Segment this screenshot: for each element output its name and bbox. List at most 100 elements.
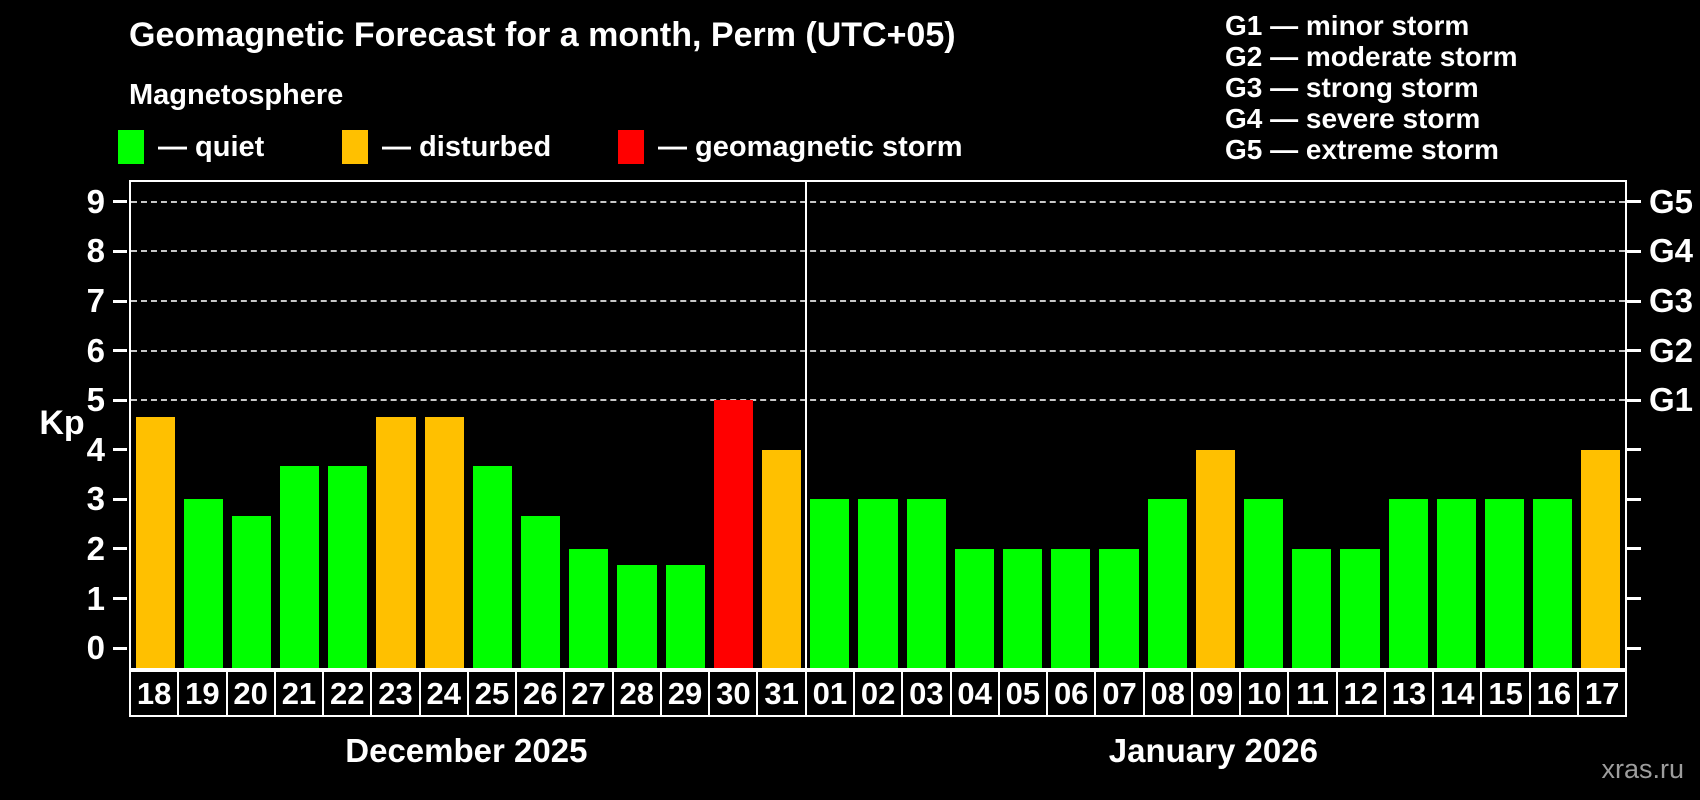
bar-dec-23 [376, 416, 416, 668]
g-axis-label-g1: G1 [1649, 381, 1694, 419]
bar-jan-16 [1533, 499, 1573, 668]
day-label-dec-27: 27 [565, 672, 614, 715]
bar-dec-27 [569, 548, 609, 668]
legend-item-quiet: — quiet [118, 130, 264, 164]
right-tick-kp-7 [1627, 299, 1641, 303]
y-axis-title: Kp [39, 404, 85, 442]
day-label-dec-29: 29 [662, 672, 711, 715]
legend-label-quiet: — quiet [158, 130, 265, 163]
g4-legend-line: G4 — severe storm [1225, 103, 1481, 134]
day-label-jan-08: 08 [1145, 672, 1193, 715]
bar-jan-02 [858, 499, 898, 668]
left-tick-kp-4 [113, 448, 127, 452]
day-label-jan-02: 02 [855, 672, 904, 715]
g2-legend-line: G2 — moderate storm [1225, 41, 1518, 72]
y-tick-label-8: 8 [86, 232, 105, 270]
bar-dec-26 [521, 515, 561, 668]
left-tick-kp-0 [113, 646, 127, 650]
right-tick-kp-1 [1627, 597, 1641, 601]
legend-item-storm: — geomagnetic storm [618, 130, 963, 164]
bar-jan-04 [954, 548, 994, 668]
day-label-dec-24: 24 [421, 672, 469, 715]
day-label-jan-06: 06 [1048, 672, 1097, 715]
bar-dec-25 [472, 466, 513, 668]
day-label-dec-30: 30 [710, 672, 759, 715]
g3-legend-line: G3 — strong storm [1225, 72, 1479, 103]
g-scale-legend: G1 — minor storm G2 — moderate storm G3 … [1225, 10, 1518, 165]
right-tick-kp-9 [1627, 200, 1641, 204]
day-label-jan-15: 15 [1482, 672, 1531, 715]
bar-dec-31 [762, 449, 802, 668]
left-tick-kp-3 [113, 497, 127, 501]
right-tick-kp-3 [1627, 497, 1641, 501]
chart-title: Geomagnetic Forecast for a month, Perm (… [129, 16, 956, 54]
bar-dec-24 [424, 416, 464, 668]
day-label-jan-03: 03 [903, 672, 952, 715]
bar-jan-14 [1436, 499, 1476, 668]
bar-dec-22 [328, 466, 368, 668]
day-label-jan-17: 17 [1584, 675, 1620, 711]
day-label-dec-19: 19 [179, 672, 228, 715]
day-label-jan-05: 05 [1000, 672, 1049, 715]
g-axis-label-g4: G4 [1649, 232, 1694, 270]
right-tick-kp-8 [1627, 249, 1641, 253]
y-tick-label-5: 5 [86, 381, 105, 419]
chart-subtitle: Magnetosphere [129, 79, 344, 111]
y-tick-label-3: 3 [86, 480, 105, 518]
bar-jan-01 [810, 499, 850, 668]
bar-jan-15 [1484, 499, 1525, 668]
left-tick-kp-2 [113, 547, 127, 551]
month-divider [804, 182, 807, 668]
bar-dec-18 [135, 416, 175, 668]
quiet-color-swatch [118, 130, 144, 164]
y-tick-label-6: 6 [86, 331, 105, 369]
day-label-jan-09: 09 [1193, 672, 1242, 715]
day-label-dec-20: 20 [228, 672, 276, 715]
day-label-jan-11: 11 [1289, 672, 1338, 715]
bar-jan-12 [1340, 548, 1380, 668]
g1-legend-line: G1 — minor storm [1225, 10, 1470, 41]
day-label-jan-16: 16 [1531, 672, 1579, 715]
left-tick-kp-6 [113, 349, 127, 353]
day-label-jan-14: 14 [1434, 672, 1483, 715]
gridline-kp-8 [131, 250, 1625, 253]
bar-jan-07 [1099, 548, 1139, 668]
right-tick-kp-4 [1627, 448, 1641, 452]
day-label-jan-12: 12 [1338, 672, 1386, 715]
bar-dec-19 [183, 499, 223, 668]
y-tick-label-7: 7 [86, 282, 105, 320]
legend-label-storm: — geomagnetic storm [658, 130, 963, 163]
day-label-jan-07: 07 [1096, 672, 1145, 715]
disturbed-color-swatch [342, 130, 368, 164]
legend-item-disturbed: — disturbed [342, 130, 551, 164]
bar-dec-21 [280, 466, 320, 668]
gridline-kp-5 [131, 399, 1625, 402]
y-tick-label-2: 2 [86, 529, 105, 567]
left-tick-kp-5 [113, 398, 127, 402]
g-axis-label-g3: G3 [1649, 282, 1694, 320]
bar-jan-09 [1195, 449, 1235, 668]
right-tick-kp-0 [1627, 646, 1641, 650]
watermark-xras: xras.ru [1601, 754, 1684, 784]
day-label-jan-10: 10 [1241, 672, 1290, 715]
g-axis-label-g5: G5 [1649, 182, 1694, 220]
legend-label-disturbed: — disturbed [382, 130, 552, 163]
bar-jan-08 [1147, 499, 1187, 668]
day-label-dec-18: 18 [131, 672, 180, 715]
bar-jan-03 [906, 499, 946, 668]
day-label-dec-28: 28 [614, 672, 662, 715]
plot-area: Kp 0 1 2 3 4 5 6 7 8 9 G1 G2 G3 G4 G5 [39, 180, 1693, 670]
g5-legend-line: G5 — extreme storm [1225, 134, 1499, 165]
day-label-dec-21: 21 [276, 672, 325, 715]
right-tick-kp-6 [1627, 349, 1641, 353]
month-label-december: December 2025 [345, 732, 588, 769]
day-label-dec-23: 23 [372, 672, 421, 715]
left-tick-kp-9 [113, 200, 127, 204]
day-label-jan-04: 04 [952, 672, 1000, 715]
gridline-kp-6 [131, 349, 1625, 352]
gridline-kp-7 [131, 300, 1625, 303]
bar-jan-17 [1581, 449, 1621, 668]
x-axis-day-row: 18 19 20 21 22 23 24 25 26 27 28 29 30 31 01 02 03 04 05 06… [129, 670, 1627, 717]
right-tick-kp-2 [1627, 547, 1641, 551]
